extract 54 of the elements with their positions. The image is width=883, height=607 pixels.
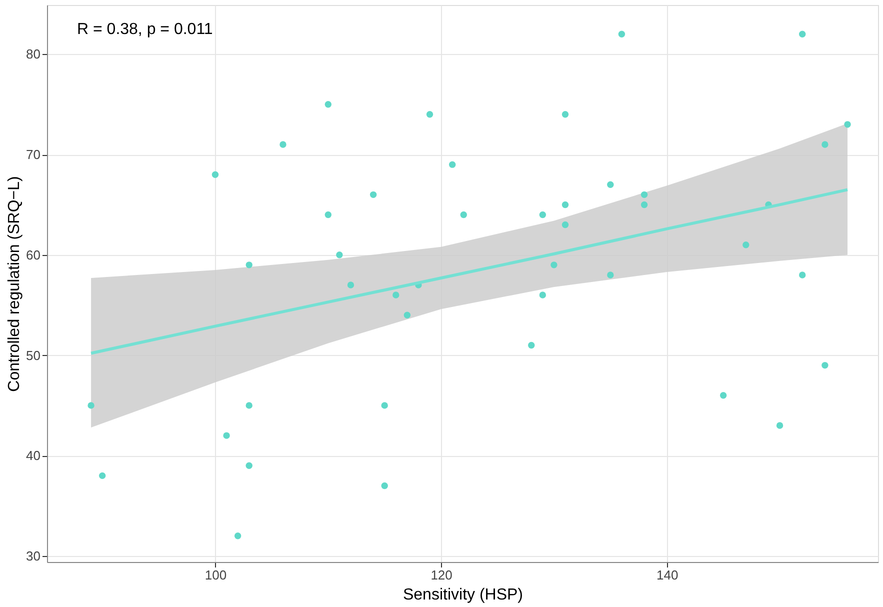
point [234, 532, 242, 540]
point [742, 242, 750, 248]
point [460, 211, 467, 218]
point [618, 30, 626, 38]
point [336, 252, 343, 258]
point [822, 362, 828, 369]
point [392, 292, 400, 298]
point [98, 472, 106, 480]
point [607, 272, 614, 278]
point [720, 392, 727, 399]
point [528, 342, 535, 349]
point [381, 482, 388, 490]
x-tick-label: 120 [430, 568, 452, 582]
line-series [90, 188, 850, 355]
point [370, 191, 377, 198]
annotation: R = 0.38, p = 0.011 [77, 21, 213, 38]
point [844, 121, 851, 128]
point [799, 272, 806, 278]
point [347, 282, 354, 288]
x-tick-label: 100 [204, 568, 227, 582]
point [640, 191, 648, 198]
x-axis-title: Sensitivity (HSP) [402, 586, 524, 604]
point [426, 111, 434, 118]
y-tick-label: 30 [26, 548, 40, 564]
y-tick-label: 60 [26, 247, 40, 262]
point [381, 402, 388, 409]
point [223, 432, 230, 439]
x-tick-label: 140 [656, 568, 678, 582]
point [212, 171, 219, 178]
point [324, 101, 332, 108]
point [280, 141, 286, 148]
point [246, 402, 252, 409]
point [822, 141, 828, 148]
point [448, 161, 456, 168]
y-axis-title: Controlled regulation (SRQ−L) [6, 176, 24, 392]
point [640, 201, 648, 208]
point [539, 292, 546, 298]
point [324, 211, 332, 218]
point [539, 211, 546, 218]
y-tick-label: 80 [26, 46, 40, 62]
point [562, 201, 569, 208]
y-tick-label: 50 [26, 348, 40, 363]
point [562, 111, 569, 118]
y-tick-label: 70 [26, 147, 40, 162]
point [550, 262, 558, 268]
point [562, 221, 569, 228]
y-tick-label: 40 [26, 448, 40, 464]
point [776, 422, 784, 429]
point [607, 181, 614, 188]
point [88, 402, 94, 409]
point [246, 462, 252, 469]
point [246, 262, 252, 268]
point [404, 312, 411, 318]
point [799, 30, 806, 38]
